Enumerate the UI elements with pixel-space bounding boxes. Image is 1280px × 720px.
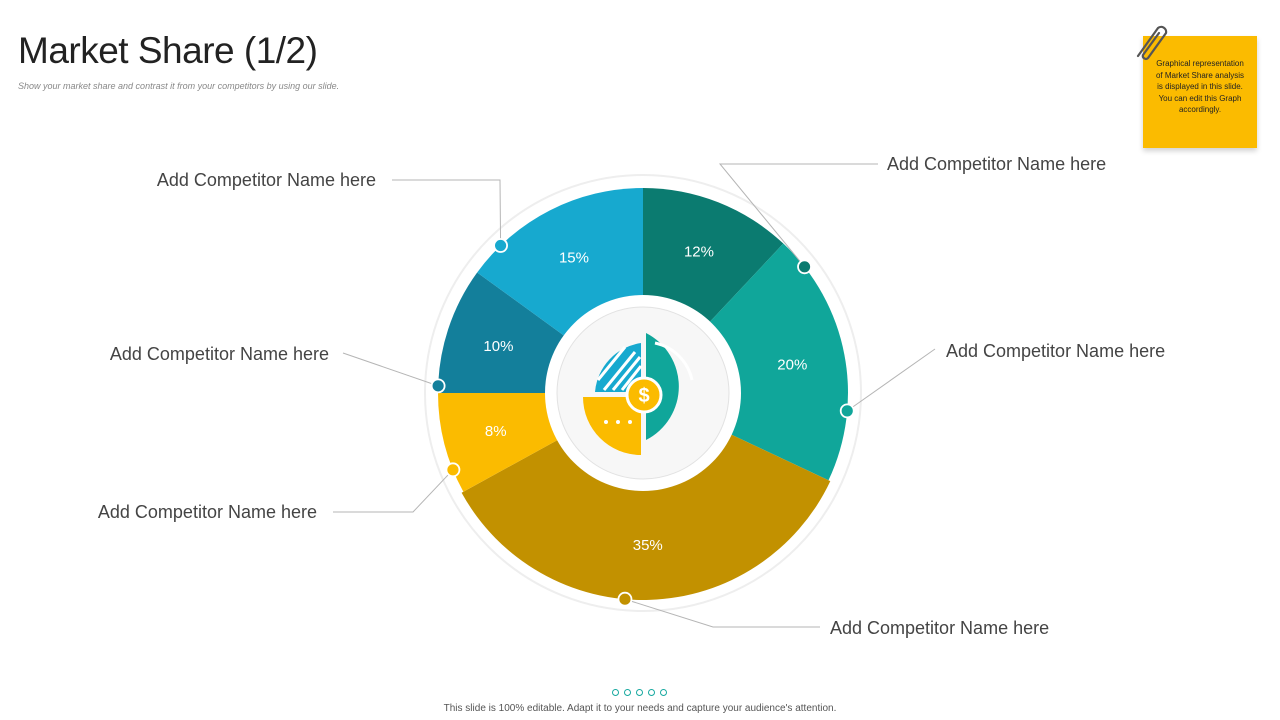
slice-value-label: 20%: [777, 357, 807, 374]
competitor-name-label: Add Competitor Name here: [157, 170, 376, 190]
leader-line: [624, 598, 820, 628]
page-subtitle: Show your market share and contrast it f…: [18, 81, 340, 91]
pagination-dot: [648, 689, 655, 696]
competitor-name-label: Add Competitor Name here: [110, 344, 329, 364]
slice-value-label: 8%: [485, 423, 507, 440]
leader-dot: [797, 259, 812, 275]
dollar-pie-chart-icon: $: [583, 333, 694, 455]
competitor-name-label: Add Competitor Name here: [887, 154, 1106, 174]
leader-line: [333, 469, 454, 513]
pagination-dot: [624, 689, 631, 696]
pagination-dots: [612, 689, 667, 696]
paperclip-icon: [1136, 25, 1168, 60]
page-title: Market Share (1/2): [18, 30, 318, 71]
slice-value-label: 10%: [483, 338, 513, 355]
pie-slice: [643, 243, 848, 481]
leader-dot: [430, 378, 446, 394]
leader-dot: [617, 591, 633, 607]
leader-dot: [445, 462, 461, 478]
leader-line: [718, 163, 878, 268]
footer-note: This slide is 100% editable. Adapt it to…: [443, 703, 837, 714]
leader-line: [392, 179, 502, 246]
svg-text:$: $: [638, 385, 649, 407]
sticky-note: Graphical representation of Market Share…: [1143, 36, 1257, 148]
slice-value-label: 15%: [559, 250, 589, 267]
pagination-dot: [612, 689, 619, 696]
leader-line: [342, 352, 439, 387]
leader-line: [846, 348, 936, 412]
pagination-dot: [660, 689, 667, 696]
leader-dot: [839, 403, 855, 419]
sticky-note-text: Graphical representation of Market Share…: [1155, 59, 1245, 114]
competitor-name-label: Add Competitor Name here: [98, 502, 317, 522]
leader-dot: [493, 238, 508, 253]
competitor-name-label: Add Competitor Name here: [946, 341, 1165, 361]
slice-value-label: 12%: [684, 244, 714, 261]
competitor-name-label: Add Competitor Name here: [830, 618, 1049, 638]
pie-slice: [461, 393, 831, 600]
pagination-dot: [636, 689, 643, 696]
outer-ring: [424, 174, 862, 612]
slice-value-label: 35%: [633, 537, 663, 554]
